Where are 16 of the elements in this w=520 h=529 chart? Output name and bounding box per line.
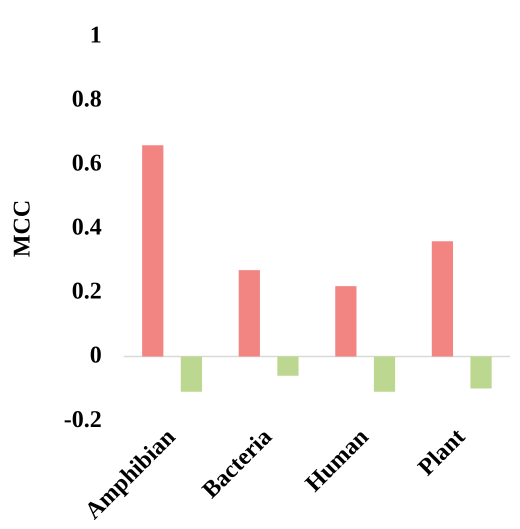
bar xyxy=(142,145,164,357)
bar xyxy=(277,356,299,376)
y-tick-label: 0.4 xyxy=(72,214,102,241)
bar xyxy=(470,356,492,389)
y-tick-label: 0.6 xyxy=(72,150,102,177)
bar xyxy=(180,356,202,392)
y-tick-label: 1 xyxy=(90,22,102,49)
y-axis-title: MCC xyxy=(10,200,36,258)
y-tick-label: 0.2 xyxy=(72,278,102,305)
y-tick-label: -0.2 xyxy=(64,406,102,433)
y-tick-label: 0 xyxy=(90,342,102,369)
bar xyxy=(335,286,356,357)
bar xyxy=(432,241,454,357)
bar xyxy=(374,356,396,392)
bar xyxy=(238,270,260,357)
y-tick-label: 0.8 xyxy=(72,86,102,113)
